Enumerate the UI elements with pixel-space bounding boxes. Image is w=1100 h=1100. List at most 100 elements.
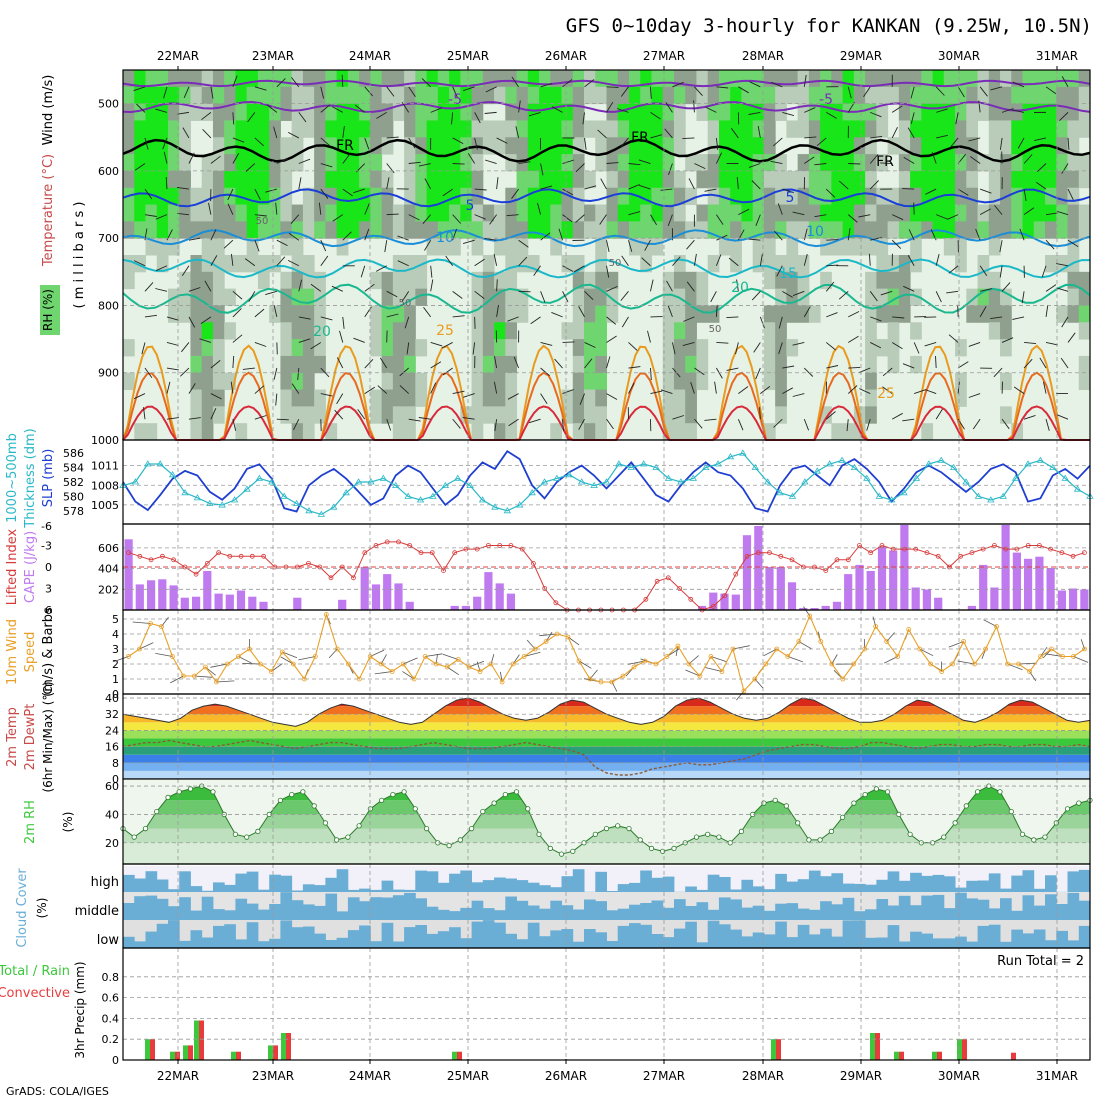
- wind-barb: [606, 316, 617, 325]
- rh-cell: [145, 187, 158, 206]
- rh-cell: [167, 204, 180, 222]
- rh-cell: [1078, 204, 1091, 222]
- cloud-cell: [752, 905, 765, 920]
- cloud-cell: [246, 903, 259, 920]
- rh-marker: [907, 831, 913, 837]
- rh-cell: [1000, 339, 1012, 357]
- rh-cell: [707, 255, 720, 273]
- rh-cell: [943, 170, 956, 189]
- rh-cell: [145, 238, 158, 256]
- rh-marker: [997, 789, 1003, 795]
- rh-marker: [311, 803, 317, 809]
- rh-cell: [808, 221, 821, 239]
- rh-cell: [606, 288, 619, 306]
- wind-panel-frame: [122, 609, 1091, 695]
- rh-cell: [640, 70, 652, 88]
- wind-barb: [627, 660, 646, 665]
- wind-barb: [155, 214, 168, 220]
- isotherm-line: [122, 283, 1091, 314]
- wind-barb: [736, 177, 739, 190]
- rh-cell: [291, 204, 304, 222]
- wind-barb: [1013, 386, 1025, 394]
- wind-barb: [638, 184, 651, 190]
- wind-barb: [442, 367, 453, 376]
- rh-cell: [392, 406, 405, 424]
- wind-barb: [165, 177, 168, 190]
- cloud-cell: [1056, 904, 1068, 920]
- rh-cell: [201, 221, 214, 239]
- rh-cell: [595, 120, 607, 138]
- wind-barb: [891, 105, 903, 113]
- wind-barb: [210, 393, 222, 400]
- rh-cell: [404, 120, 416, 138]
- wind-barb: [144, 188, 153, 200]
- rh-cell: [494, 423, 506, 441]
- rh-cell: [966, 221, 979, 239]
- date-label: 25MAR: [447, 1069, 489, 1083]
- cape-bar: [203, 571, 212, 610]
- rh-marker: [1019, 831, 1026, 837]
- wind-barb: [672, 256, 681, 267]
- wind-barb: [342, 153, 351, 164]
- rh-marker: [570, 848, 576, 854]
- rh-cell: [471, 339, 484, 357]
- wind-barb: [540, 367, 550, 377]
- rh-cell: [325, 204, 338, 222]
- rh-cell: [190, 271, 203, 290]
- rh-cell: [673, 70, 686, 88]
- wind-barb: [227, 188, 234, 201]
- wind-barb: [204, 280, 212, 292]
- cloud-cell: [134, 878, 146, 892]
- rh-cell: [224, 322, 236, 340]
- rh-cell: [190, 187, 203, 206]
- cape-bar: [484, 572, 493, 610]
- cloud-cell: [482, 880, 495, 892]
- wind-barb: [452, 315, 465, 318]
- rh-cell: [831, 154, 844, 172]
- rh-cell: [853, 86, 866, 105]
- wind-barb: [155, 288, 168, 292]
- rh-cell: [808, 170, 821, 189]
- rh-cell: [572, 187, 585, 206]
- rh-cell: [561, 170, 574, 189]
- wind-speed-marker: [367, 654, 373, 659]
- rh-cell: [370, 204, 383, 222]
- rh-cell: [595, 70, 607, 88]
- wind-barb: [924, 389, 937, 395]
- rh-cell: [797, 305, 810, 323]
- wind-barb: [342, 126, 345, 139]
- cloud-cell: [516, 900, 529, 920]
- wind-barb: [188, 417, 201, 420]
- rh-cell: [696, 154, 709, 172]
- precip-conv-bar: [875, 1033, 880, 1060]
- wind-speed-marker: [1027, 669, 1032, 674]
- wind-barb: [979, 208, 991, 216]
- rh-cell: [1056, 305, 1069, 323]
- wind-barb: [334, 409, 344, 420]
- rh-cell: [494, 389, 506, 407]
- precip-total-bar: [268, 1045, 273, 1060]
- wind-barb: [907, 127, 915, 139]
- rh-cell: [572, 170, 585, 189]
- wind-barb: [143, 407, 146, 420]
- wind-barb: [386, 177, 390, 190]
- thickness-marker: [1061, 474, 1069, 481]
- wind-barb: [870, 111, 882, 118]
- rh-cell: [572, 423, 585, 441]
- cloud-cell: [415, 898, 427, 920]
- rh-cell: [820, 70, 832, 88]
- rh-cell: [482, 339, 495, 357]
- rh-cell: [269, 70, 281, 88]
- wind-barb: [935, 355, 937, 369]
- cloud-cell: [955, 936, 967, 948]
- cloud-cell: [808, 870, 821, 892]
- cloud-cell: [471, 882, 484, 892]
- wind-barb: [782, 111, 795, 117]
- cloud-cell: [943, 876, 956, 892]
- rh-marker: [187, 786, 194, 792]
- rh-cell: [730, 221, 742, 239]
- rh-cell: [269, 305, 281, 323]
- rh-cell: [392, 288, 405, 306]
- wind-barb: [276, 78, 286, 88]
- rh-cell: [123, 70, 135, 88]
